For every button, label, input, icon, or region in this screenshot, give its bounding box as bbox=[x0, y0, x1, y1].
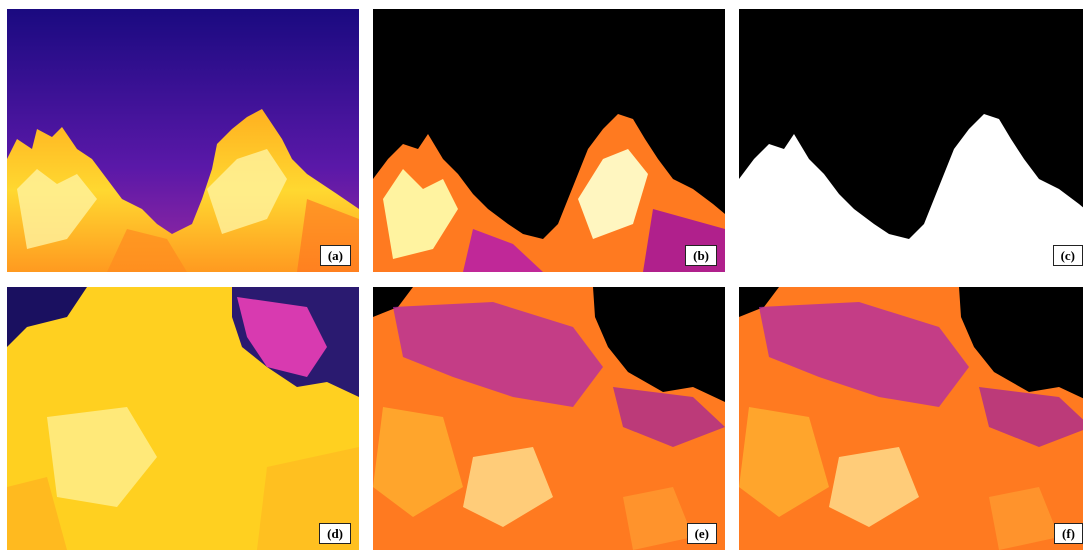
thermal-image-a bbox=[7, 9, 359, 272]
thermal-image-panel-e: (e) bbox=[373, 287, 725, 550]
thermal-image-d bbox=[7, 287, 359, 550]
panel-label-c: (c) bbox=[1052, 245, 1083, 266]
panel-label-d: (d) bbox=[319, 523, 351, 544]
panel-label-b: (b) bbox=[685, 245, 717, 266]
thermal-image-panel-f: (f) bbox=[739, 287, 1083, 550]
thermal-image-panel-b: (b) bbox=[373, 9, 725, 272]
thermal-image-f bbox=[739, 287, 1083, 550]
thermal-image-b bbox=[373, 9, 725, 272]
panel-label-a: (a) bbox=[319, 245, 351, 266]
mask-image-c bbox=[739, 9, 1083, 272]
thermal-image-panel-d: (d) bbox=[7, 287, 359, 550]
panel-label-f: (f) bbox=[1054, 523, 1083, 544]
thermal-image-e bbox=[373, 287, 725, 550]
panel-label-e: (e) bbox=[686, 523, 717, 544]
thermal-image-panel-a: (a) bbox=[7, 9, 359, 272]
mask-image-panel-c: (c) bbox=[739, 9, 1083, 272]
